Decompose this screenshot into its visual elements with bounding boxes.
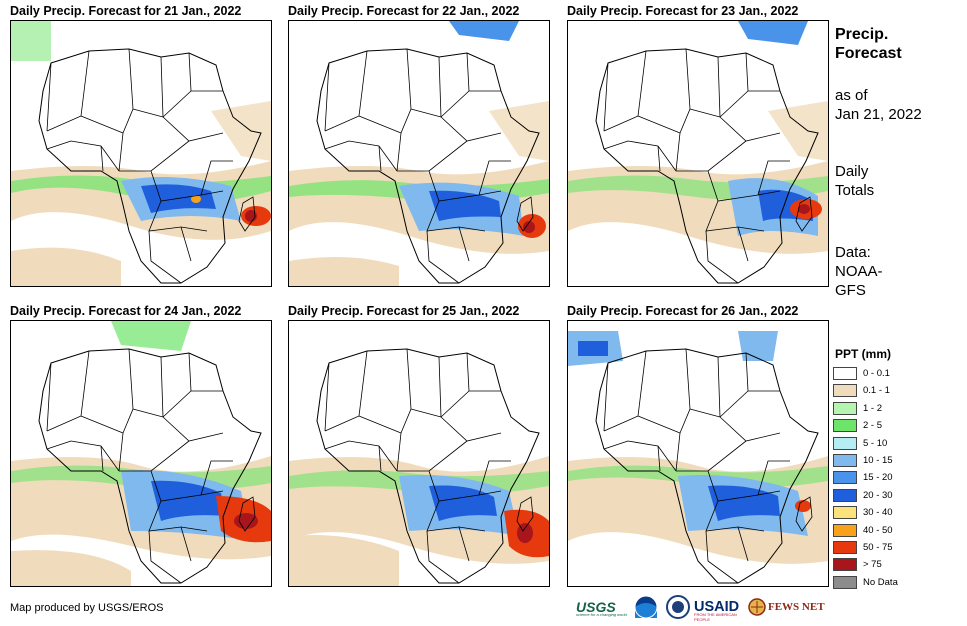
legend-item: 50 - 75 bbox=[833, 540, 943, 555]
forecast-panel-day2: Daily Precip. Forecast for 22 Jan., 2022 bbox=[288, 3, 550, 287]
as-of-line2: Jan 21, 2022 bbox=[835, 106, 922, 123]
legend-item: 15 - 20 bbox=[833, 470, 943, 485]
legend-item: 40 - 50 bbox=[833, 523, 943, 538]
forecast-panel-day3: Daily Precip. Forecast for 23 Jan., 2022 bbox=[567, 3, 829, 287]
as-of-line1: as of bbox=[835, 87, 868, 104]
precip-map bbox=[288, 320, 550, 587]
usaid-logo: USAID FROM THE AMERICAN PEOPLE bbox=[694, 594, 746, 622]
usgs-logo: USGS science for a changing world bbox=[576, 594, 630, 620]
legend-label: 0.1 - 1 bbox=[863, 385, 890, 397]
legend-label: 40 - 50 bbox=[863, 524, 893, 536]
precip-map bbox=[567, 20, 829, 287]
panel-title: Daily Precip. Forecast for 22 Jan., 2022 bbox=[288, 4, 520, 18]
legend-item: 0 - 0.1 bbox=[833, 366, 943, 381]
legend-label: > 75 bbox=[863, 559, 882, 571]
legend-swatch bbox=[833, 471, 857, 485]
usaid-tagline: FROM THE AMERICAN PEOPLE bbox=[694, 612, 737, 622]
legend-swatch bbox=[833, 506, 857, 520]
forecast-panel-day6: Daily Precip. Forecast for 26 Jan., 2022 bbox=[567, 303, 829, 587]
side-title-line1: Precip. bbox=[835, 26, 889, 43]
legend-item: 2 - 5 bbox=[833, 418, 943, 433]
data-line2: NOAA- bbox=[835, 263, 883, 280]
precip-map bbox=[567, 320, 829, 587]
legend-swatch bbox=[833, 401, 857, 415]
legend-swatch bbox=[833, 384, 857, 398]
legend-swatch bbox=[833, 367, 857, 380]
precip-map bbox=[10, 20, 272, 287]
totals-line2: Totals bbox=[835, 182, 875, 199]
data-source: Data: NOAA- GFS bbox=[835, 243, 883, 300]
panel-title: Daily Precip. Forecast for 25 Jan., 2022 bbox=[288, 304, 520, 318]
legend-label: 50 - 75 bbox=[863, 542, 893, 553]
legend-swatch bbox=[833, 558, 857, 572]
legend-label: 20 - 30 bbox=[863, 489, 893, 501]
panel-title: Daily Precip. Forecast for 26 Jan., 2022 bbox=[567, 304, 799, 318]
usgs-logo-text: USGS bbox=[576, 599, 616, 615]
legend-label: 10 - 15 bbox=[863, 455, 893, 466]
fews-net-logo: FEWS NET bbox=[748, 594, 826, 620]
legend-label: 1 - 2 bbox=[863, 402, 883, 414]
precip-map bbox=[10, 320, 272, 587]
panel-title: Daily Precip. Forecast for 21 Jan., 2022 bbox=[10, 4, 242, 18]
legend-swatch bbox=[833, 575, 857, 589]
data-line1: Data: bbox=[835, 244, 871, 261]
legend-label: 15 - 20 bbox=[863, 472, 893, 484]
legend-label: 2 - 5 bbox=[863, 420, 883, 432]
legend-swatch bbox=[833, 454, 857, 467]
legend-item: > 75 bbox=[833, 557, 943, 572]
side-title-line2: Forecast bbox=[835, 45, 902, 62]
noaa-logo bbox=[634, 594, 660, 620]
legend-label: 30 - 40 bbox=[863, 507, 893, 519]
legend-swatch bbox=[833, 488, 857, 502]
legend-label: 0 - 0.1 bbox=[863, 368, 890, 379]
credit-text: Map produced by USGS/EROS bbox=[10, 602, 164, 614]
legend-label: No Data bbox=[863, 576, 898, 588]
legend-item: No Data bbox=[833, 575, 943, 590]
forecast-panel-day4: Daily Precip. Forecast for 24 Jan., 2022 bbox=[10, 303, 272, 587]
legend-label: 5 - 10 bbox=[863, 437, 888, 449]
forecast-panel-day5: Daily Precip. Forecast for 25 Jan., 2022 bbox=[288, 303, 550, 587]
legend-item: 20 - 30 bbox=[833, 488, 943, 503]
legend-item: 0.1 - 1 bbox=[833, 383, 943, 398]
legend-item: 1 - 2 bbox=[833, 401, 943, 416]
legend-item: 10 - 15 bbox=[833, 453, 943, 468]
legend-item: 5 - 10 bbox=[833, 436, 943, 451]
forecast-panel-day1: Daily Precip. Forecast for 21 Jan., 2022 bbox=[10, 3, 272, 287]
usaid-logo-text: USAID bbox=[694, 599, 740, 615]
dhs-seal bbox=[666, 594, 692, 620]
data-line3: GFS bbox=[835, 282, 866, 299]
totals-line1: Daily bbox=[835, 163, 869, 180]
legend-item: 30 - 40 bbox=[833, 505, 943, 520]
legend-swatch bbox=[833, 419, 857, 433]
panel-title: Daily Precip. Forecast for 23 Jan., 2022 bbox=[567, 4, 799, 18]
usgs-tagline: science for a changing world bbox=[576, 612, 627, 617]
fews-net-logo-text: FEWS NET bbox=[768, 601, 825, 613]
as-of-date: as of Jan 21, 2022 bbox=[835, 86, 922, 124]
side-title: Precip. Forecast bbox=[835, 25, 902, 63]
panel-title: Daily Precip. Forecast for 24 Jan., 2022 bbox=[10, 304, 242, 318]
legend-title: PPT (mm) bbox=[835, 347, 892, 361]
legend-swatch bbox=[833, 541, 857, 554]
logo-strip: USGS science for a changing world USAID … bbox=[576, 594, 826, 622]
legend-swatch bbox=[833, 436, 857, 450]
totals-label: Daily Totals bbox=[835, 162, 874, 200]
precip-map bbox=[288, 20, 550, 287]
legend-swatch bbox=[833, 523, 857, 537]
